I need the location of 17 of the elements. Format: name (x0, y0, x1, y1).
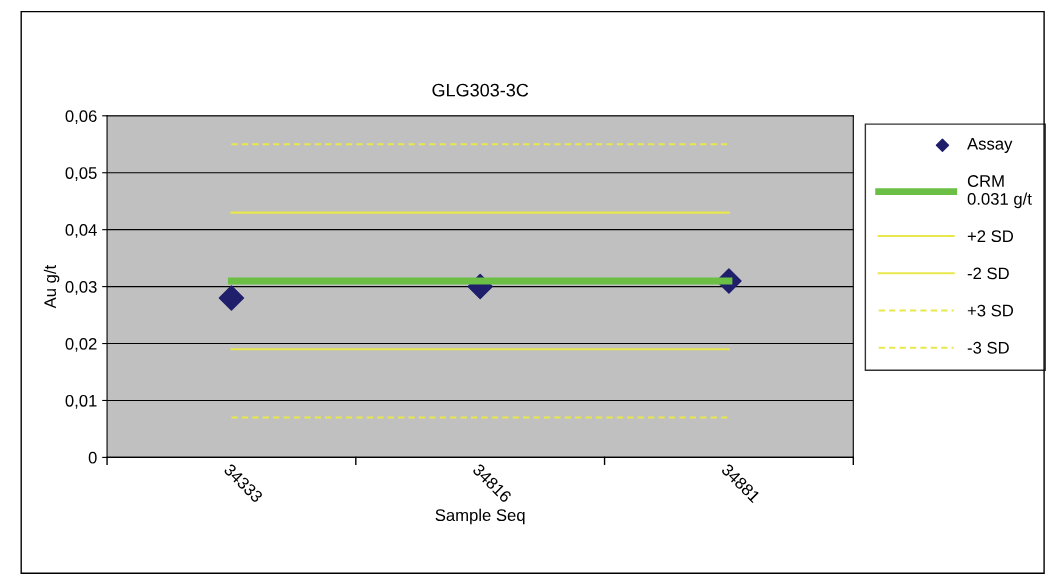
legend-label: Assay (967, 138, 1013, 153)
legend-label: +2 SD (967, 230, 1014, 243)
y-tick-label: 0,04 (65, 224, 97, 238)
legend-label: +3 SD (967, 304, 1014, 317)
chart-title: GLG303-3C (432, 83, 529, 97)
legend-label: -3 SD (967, 341, 1009, 354)
legend-label: -2 SD (967, 267, 1009, 280)
point (218, 285, 245, 311)
y-tick-label: 0,03 (65, 281, 97, 295)
legend-label: CRM 0.031 g/t (967, 175, 1032, 209)
y-tick-label: 0 (88, 451, 97, 464)
y-tick-label: 0,02 (65, 337, 97, 352)
y-axis-title: Au g/t (43, 264, 60, 309)
y-tick-label: 0,05 (65, 167, 97, 181)
y-tick-label: 0,06 (65, 110, 97, 124)
y-tick-label: 0,01 (65, 394, 97, 409)
x-axis-title: Sample Seq (435, 508, 525, 525)
